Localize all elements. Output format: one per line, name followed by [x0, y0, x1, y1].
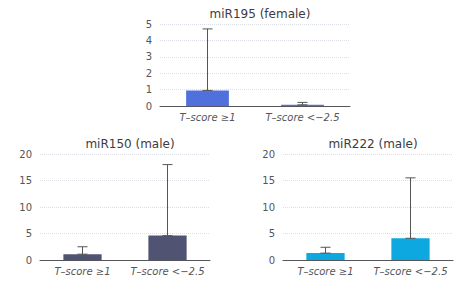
svg-text:4: 4 [146, 35, 152, 46]
svg-text:T–score ≥1: T–score ≥1 [54, 266, 110, 277]
svg-text:10: 10 [262, 202, 275, 213]
svg-text:0: 0 [146, 101, 152, 112]
svg-text:miR222 (male): miR222 (male) [328, 137, 417, 151]
svg-text:5: 5 [26, 228, 32, 239]
svg-text:miR150 (male): miR150 (male) [85, 137, 174, 151]
svg-text:15: 15 [262, 175, 275, 186]
svg-text:20: 20 [262, 149, 275, 160]
svg-text:T–score <−2.5: T–score <−2.5 [373, 266, 447, 277]
svg-text:2: 2 [146, 68, 152, 79]
svg-text:15: 15 [19, 175, 32, 186]
svg-text:10: 10 [19, 202, 32, 213]
svg-text:T–score ≥1: T–score ≥1 [297, 266, 353, 277]
svg-text:5: 5 [269, 228, 275, 239]
svg-text:miR195 (female): miR195 (female) [210, 7, 311, 21]
svg-text:T–score ≥1: T–score ≥1 [179, 112, 235, 123]
svg-text:0: 0 [269, 255, 275, 266]
svg-text:3: 3 [146, 51, 152, 62]
svg-text:5: 5 [146, 19, 152, 30]
svg-text:0: 0 [26, 255, 32, 266]
svg-text:T–score <−2.5: T–score <−2.5 [265, 112, 339, 123]
svg-text:T–score <−2.5: T–score <−2.5 [130, 266, 204, 277]
svg-text:20: 20 [19, 149, 32, 160]
svg-text:1: 1 [146, 84, 152, 95]
